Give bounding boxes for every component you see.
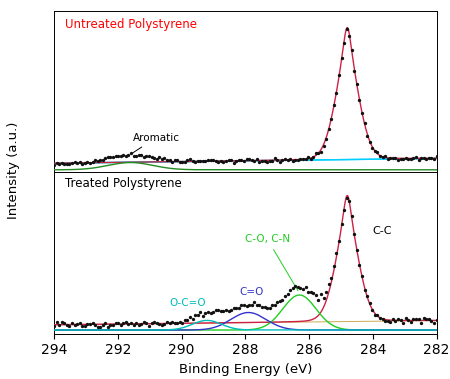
Text: O-C=O: O-C=O <box>170 298 206 307</box>
Text: Treated Polystyrene: Treated Polystyrene <box>66 177 182 190</box>
Text: C-C: C-C <box>373 226 392 236</box>
Text: Intensity (a.u.): Intensity (a.u.) <box>7 122 20 219</box>
Text: Aromatic: Aromatic <box>132 133 180 153</box>
Text: C-O, C-N: C-O, C-N <box>245 235 298 291</box>
Text: Untreated Polystyrene: Untreated Polystyrene <box>66 18 198 31</box>
Text: C=O: C=O <box>239 287 264 297</box>
X-axis label: Binding Energy (eV): Binding Energy (eV) <box>179 363 312 376</box>
